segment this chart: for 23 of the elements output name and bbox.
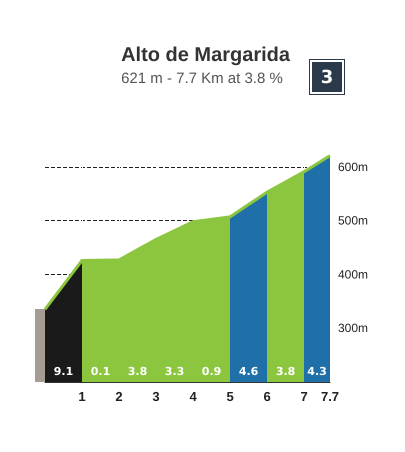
x-tick-label: 2 — [115, 389, 123, 404]
x-tick-label: 1 — [78, 389, 86, 404]
x-tick-label: 6 — [263, 389, 271, 404]
x-tick-label: 3 — [152, 389, 160, 404]
chart-subtitle: 621 m - 7.7 Km at 3.8 % — [121, 70, 283, 87]
x-tick-label: 7.7 — [320, 389, 340, 404]
annotation: 0.9 — [202, 365, 222, 378]
annotation: 9.1 — [54, 365, 74, 378]
x-tick-label: 7 — [300, 389, 308, 404]
annotation: 0.1 — [90, 365, 110, 378]
annotation: 3.3 — [164, 365, 184, 378]
y-tick-label: 600m — [338, 160, 368, 174]
x-tick-label: 4 — [189, 389, 198, 404]
annotation: 3.8 — [276, 365, 296, 378]
x-tick-label: 5 — [226, 389, 234, 404]
annotation: 3.8 — [128, 365, 148, 378]
annotation: 4.6 — [238, 365, 259, 378]
y-tick-label: 300m — [338, 321, 368, 336]
chart-title: Alto de Margarida — [121, 44, 291, 66]
category-badge: 3 — [310, 60, 344, 94]
y-tick-label: 400m — [338, 267, 368, 282]
y-tick-label: 500m — [338, 214, 368, 228]
annotation: 4.3 — [307, 365, 327, 378]
